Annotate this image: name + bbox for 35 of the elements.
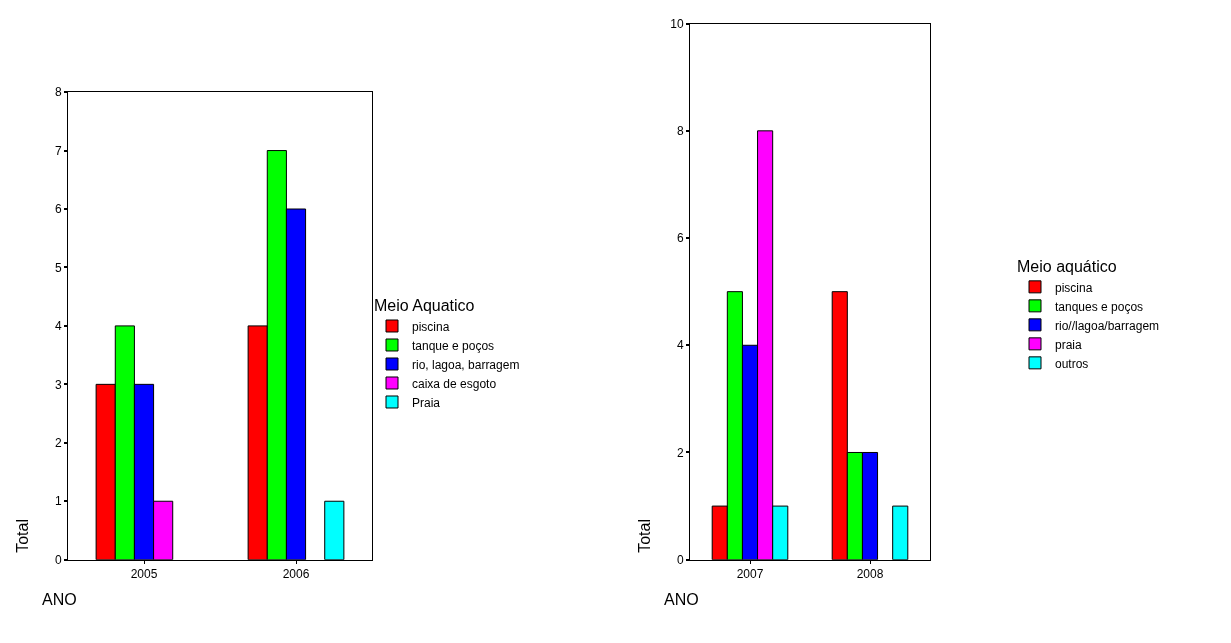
y-tick-label: 2	[676, 445, 684, 460]
y-tick-label: 4	[54, 319, 62, 334]
y-tick-label: 3	[54, 377, 62, 392]
x-tick-label: 2006	[282, 567, 310, 582]
y-axis-title: Total	[636, 519, 654, 553]
legend-label: Praia	[412, 395, 441, 410]
legend-label: piscina	[1055, 280, 1093, 295]
legend-label: praia	[1055, 337, 1083, 352]
legend-label: outros	[1055, 356, 1089, 371]
y-tick-label: 1	[54, 494, 62, 509]
x-tick-label: 2005	[130, 567, 158, 582]
y-tick-label: 6	[676, 231, 684, 246]
legend-label: rio, lagoa, barragem	[412, 357, 520, 372]
legend-label: piscina	[412, 319, 450, 334]
legend-title: Meio Aquatico	[374, 297, 475, 315]
y-tick-label: 4	[676, 338, 684, 353]
y-tick-label: 2	[54, 436, 62, 450]
legend-label: caixa de esgoto	[412, 376, 497, 391]
x-tick-label: 2008	[856, 567, 884, 582]
y-tick-label: 10	[670, 16, 684, 31]
legend-label: tanque e poços	[412, 338, 495, 353]
x-axis-title: ANO	[664, 591, 699, 608]
y-tick-label: 5	[54, 260, 62, 275]
y-tick-label: 8	[676, 124, 684, 139]
y-tick-label: 0	[676, 552, 684, 567]
legend-label: rio//lagoa/barragem	[1055, 318, 1160, 333]
legend-label: tanques e poços	[1055, 299, 1144, 314]
y-tick-label: 6	[54, 202, 62, 217]
y-tick-label: 7	[54, 143, 62, 158]
y-tick-label: 0	[54, 552, 62, 567]
x-axis-title: ANO	[42, 591, 77, 608]
y-axis-title: Total	[14, 519, 32, 553]
legend-title: Meio aquático	[1017, 258, 1117, 276]
y-tick-label: 8	[54, 85, 62, 100]
x-tick-label: 2007	[736, 567, 764, 582]
